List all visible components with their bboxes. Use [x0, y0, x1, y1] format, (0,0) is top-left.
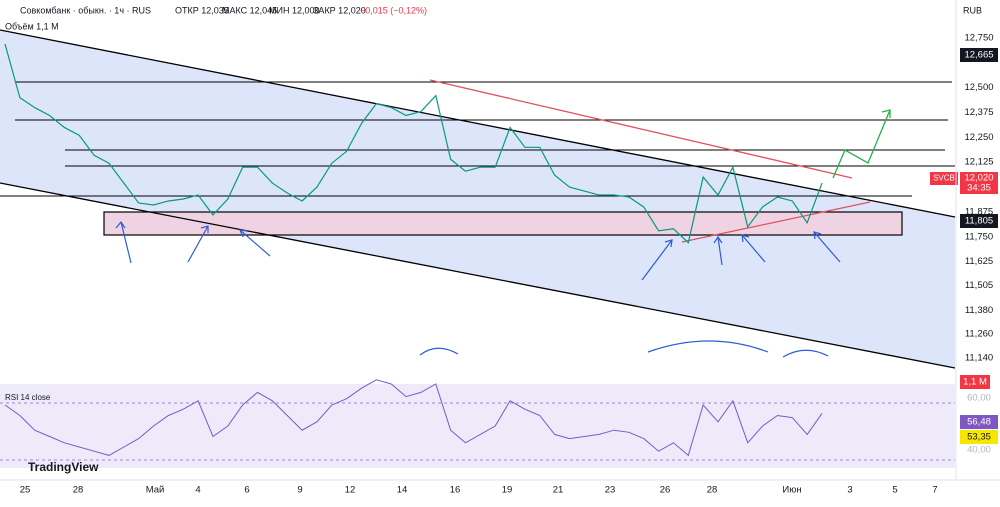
last-price: 12,020 [964, 173, 993, 184]
x-tick-label: 23 [605, 485, 616, 496]
close: ЗАКР 12,020 [313, 5, 366, 15]
rsi-value: 56,48 [967, 417, 991, 428]
y-tick-label: 11,505 [965, 280, 993, 291]
currency[interactable]: RUB [963, 5, 982, 15]
y-tick-label: 12,250 [964, 132, 993, 143]
open: ОТКР 12,035 [175, 5, 229, 15]
x-tick-label: 14 [397, 485, 408, 496]
price-line [4, 43, 823, 244]
y-tick-label: 12,375 [964, 107, 993, 118]
x-tick-label: 21 [553, 485, 564, 496]
change: −0,015 (−0,12%) [360, 5, 427, 15]
rsi-ma: 53,35 [967, 432, 991, 443]
timer: 34:35 [967, 183, 991, 194]
volume-label: 1,1 M [963, 377, 987, 388]
symbol: Совкомбанк · обыкн. · 1ч · RUS [20, 5, 151, 15]
x-tick-label: 6 [244, 485, 249, 496]
support-label: 11,805 [965, 216, 993, 227]
x-tick-label: 7 [932, 485, 937, 496]
high: МАКС 12,045 [222, 5, 277, 15]
x-tick-label: 12 [345, 485, 356, 496]
y-tick-label: 11,380 [965, 305, 993, 316]
brand: TradingView [28, 460, 99, 474]
rsi-title: RSI 14 close [5, 393, 51, 402]
drawings [0, 29, 956, 468]
x-tick-label: 16 [450, 485, 461, 496]
symbol-tag: SVCB [933, 174, 955, 183]
y-tick-label: 11,750 [965, 231, 993, 242]
y-tick-label: 12,125 [964, 157, 993, 168]
price-axis: 12,665 SVCB 12,020 34:35 11,805 1,1 M 60… [20, 33, 998, 496]
y-tick-label: 11,260 [965, 329, 993, 340]
y-tick-label: 11,875 [965, 206, 993, 217]
y-tick-label: 11,625 [965, 256, 993, 267]
plot [4, 43, 823, 457]
x-tick-label: 26 [660, 485, 671, 496]
x-tick-label: Май [146, 485, 165, 496]
resistance-label: 12,665 [964, 50, 993, 61]
y-tick-label: 11,140 [965, 353, 993, 364]
low: МИН 12,000 [269, 5, 320, 15]
rsi-lower: 40,00 [967, 445, 991, 456]
x-tick-label: 25 [20, 485, 31, 496]
x-tick-label: 3 [847, 485, 852, 496]
x-tick-label: 28 [73, 485, 84, 496]
rsi-upper: 60,00 [967, 393, 991, 404]
y-tick-label: 12,500 [964, 82, 993, 93]
rsi-line [4, 379, 823, 457]
x-tick-label: 19 [502, 485, 513, 496]
x-tick-label: Июн [782, 485, 801, 496]
x-tick-label: 4 [195, 485, 200, 496]
volume: Объём 1,1 M [5, 21, 59, 31]
y-tick-label: 12,750 [964, 33, 993, 44]
x-tick-label: 5 [892, 485, 897, 496]
x-tick-label: 28 [707, 485, 718, 496]
x-tick-label: 9 [297, 485, 302, 496]
